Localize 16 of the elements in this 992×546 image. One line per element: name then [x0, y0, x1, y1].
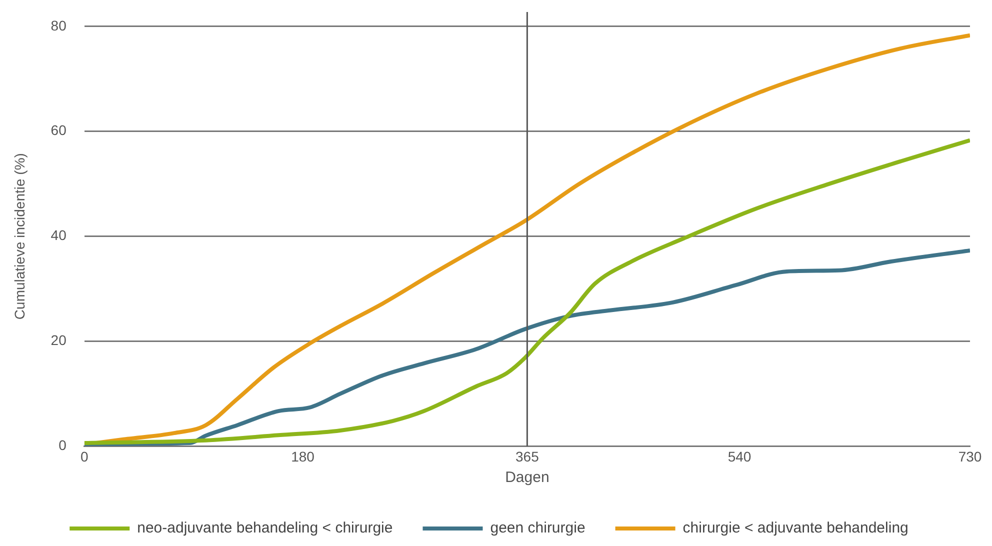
x-tick-label: 540 — [728, 448, 752, 464]
y-tick-label: 80 — [50, 17, 67, 34]
legend-label: chirurgie < adjuvante behandeling — [682, 520, 908, 537]
y-axis-title: Cumulatieve incidentie (%) — [11, 153, 28, 320]
x-tick-label: 0 — [80, 448, 88, 464]
y-tick-label: 60 — [50, 122, 67, 138]
line-series — [84, 138, 970, 446]
y-tick-label: 20 — [50, 332, 67, 348]
legend-label: geen chirurgie — [490, 520, 586, 537]
y-tick-label: 0 — [58, 437, 67, 454]
x-tick-label: 730 — [958, 448, 982, 464]
legend-label: neo-adjuvante behandeling < chirurgie — [137, 520, 393, 537]
x-axis-title: Dagen — [505, 469, 550, 486]
x-tick-label: 365 — [516, 448, 540, 464]
y-tick-label: 40 — [50, 227, 67, 244]
x-tick-label: 180 — [291, 448, 315, 464]
